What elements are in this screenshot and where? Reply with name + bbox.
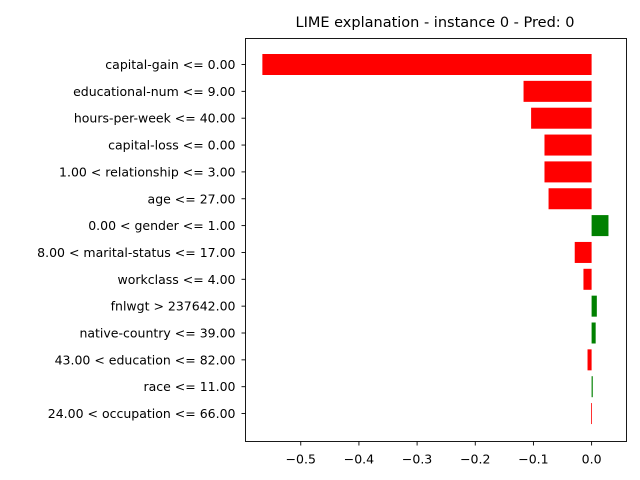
bars xyxy=(262,54,609,425)
y-tick-label-12: race <= 11.00 xyxy=(143,379,235,394)
y-tick-label-3: capital-loss <= 0.00 xyxy=(108,138,235,153)
y-tick-labels: capital-gain <= 0.00 educational-num <= 9… xyxy=(37,57,246,421)
bar-5 xyxy=(548,188,592,210)
y-tick-label-4: 1.00 < relationship <= 3.00 xyxy=(59,164,235,179)
y-tick-label-0: capital-gain <= 0.00 xyxy=(105,57,235,72)
y-tick-label-10: native-country <= 39.00 xyxy=(79,326,235,341)
plot-frame xyxy=(245,38,627,442)
x-tick-label-2: −0.3 xyxy=(402,452,432,467)
x-tick-label-5: 0.0 xyxy=(582,452,602,467)
x-tick-label-0: −0.5 xyxy=(286,452,316,467)
y-tick-label-13: 24.00 < occupation <= 66.00 xyxy=(48,406,236,421)
bar-0 xyxy=(262,54,592,75)
x-ticks: −0.5 −0.4 −0.3 −0.2 −0.1 0.0 xyxy=(286,441,602,467)
bar-1 xyxy=(523,80,592,102)
y-tick-label-1: educational-num <= 9.00 xyxy=(73,84,235,99)
y-tick-label-5: age <= 27.00 xyxy=(148,191,236,206)
x-tick-label-3: −0.2 xyxy=(460,452,490,467)
y-tick-label-8: workclass <= 4.00 xyxy=(117,272,235,287)
bar-3 xyxy=(544,134,592,156)
y-tick-label-9: fnlwgt > 237642.00 xyxy=(111,299,236,314)
x-tick-label-1: −0.4 xyxy=(344,452,374,467)
y-tick-label-2: hours-per-week <= 40.00 xyxy=(74,111,236,126)
bar-2 xyxy=(531,107,592,129)
bar-6 xyxy=(591,215,609,237)
y-tick-label-7: 8.00 < marital-status <= 17.00 xyxy=(37,245,235,260)
bar-4 xyxy=(544,161,592,183)
bar-10 xyxy=(591,322,596,344)
bar-9 xyxy=(591,295,597,317)
bar-11 xyxy=(587,349,592,371)
y-tick-label-11: 43.00 < education <= 82.00 xyxy=(55,352,236,367)
bar-13 xyxy=(591,403,592,425)
bar-7 xyxy=(574,241,592,263)
bar-12 xyxy=(591,376,593,398)
chart-title: LIME explanation - instance 0 - Pred: 0 xyxy=(296,15,575,31)
x-tick-label-4: −0.1 xyxy=(518,452,548,467)
bar-8 xyxy=(583,268,592,290)
y-tick-label-6: 0.00 < gender <= 1.00 xyxy=(88,218,235,233)
